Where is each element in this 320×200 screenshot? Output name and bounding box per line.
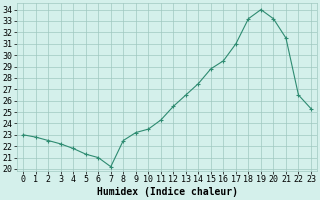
X-axis label: Humidex (Indice chaleur): Humidex (Indice chaleur) xyxy=(97,187,237,197)
